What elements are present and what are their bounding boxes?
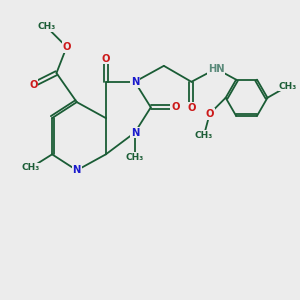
Text: O: O [62,42,71,52]
Text: CH₃: CH₃ [195,131,213,140]
Text: CH₃: CH₃ [279,82,297,91]
Text: O: O [102,54,110,64]
Text: O: O [206,109,214,119]
Text: N: N [130,128,139,138]
Text: O: O [171,102,180,112]
Text: HN: HN [208,64,224,74]
Text: CH₃: CH₃ [37,22,56,31]
Text: O: O [187,103,196,113]
Text: CH₃: CH₃ [21,164,40,172]
Text: CH₃: CH₃ [126,153,144,162]
Text: O: O [29,80,38,90]
Text: N: N [130,77,139,87]
Text: N: N [73,165,81,175]
